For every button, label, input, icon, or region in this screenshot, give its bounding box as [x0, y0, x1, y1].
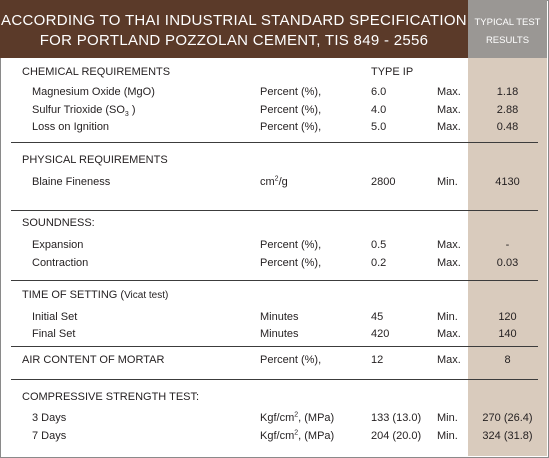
section-divider — [11, 210, 538, 211]
row-result: 120 — [498, 311, 517, 323]
air-content-heading: AIR CONTENT OF MORTAR — [22, 354, 165, 366]
setting-heading: TIME OF SETTING (Vicat test) — [22, 289, 168, 302]
row-value: 204 (20.0) — [371, 430, 422, 442]
row-unit: Percent (%), — [260, 239, 322, 251]
row-name-text: Sulfur Trioxide (SO — [32, 104, 125, 116]
row-unit: cm2/g — [260, 175, 288, 188]
table-header: ACCORDING TO THAI INDUSTRIAL STANDARD SP… — [0, 0, 468, 58]
row-limit: Min. — [437, 311, 458, 323]
setting-heading-text: TIME OF SETTING ( — [22, 289, 125, 301]
compressive-heading: COMPRESSIVE STRENGTH TEST: — [22, 391, 200, 403]
row-name-subscript: 3 — [124, 111, 129, 119]
row-name: Sulfur Trioxide (SO3 ) — [32, 104, 136, 119]
row-value: 133 (13.0) — [371, 412, 422, 424]
row-name: Blaine Fineness — [32, 176, 111, 188]
row-unit: Kgf/cm2, (MPa) — [260, 429, 335, 442]
row-name: Expansion — [32, 239, 84, 251]
header-title-line-1: ACCORDING TO THAI INDUSTRIAL STANDARD SP… — [1, 12, 467, 29]
row-result: - — [505, 239, 510, 251]
row-unit: Percent (%), — [260, 257, 322, 269]
row-value: 420 — [371, 328, 390, 340]
row-unit: Minutes — [260, 328, 299, 340]
soundness-heading: SOUNDNESS: — [22, 217, 95, 229]
row-limit: Max. — [437, 354, 461, 366]
row-result: 0.03 — [496, 257, 519, 269]
row-limit: Max. — [437, 239, 461, 251]
unit-superscript: 2 — [294, 411, 299, 419]
row-limit: Max. — [437, 86, 461, 98]
row-result: 324 (31.8) — [482, 430, 533, 442]
row-name: 7 Days — [32, 430, 67, 442]
section-divider — [11, 142, 538, 143]
row-value: 5.0 — [371, 121, 387, 133]
row-limit: Max. — [437, 121, 461, 133]
typical-results-header: TYPICAL TEST RESULTS — [468, 0, 547, 58]
typical-results-column — [468, 58, 547, 456]
unit-superscript: 2 — [274, 175, 279, 183]
row-limit: Min. — [437, 430, 458, 442]
row-unit: Minutes — [260, 311, 299, 323]
row-value: 4.0 — [371, 104, 387, 116]
unit-text: Kgf/cm — [260, 412, 295, 424]
row-value: 12 — [371, 354, 384, 366]
row-unit: Percent (%), — [260, 354, 322, 366]
row-name: 3 Days — [32, 412, 67, 424]
type-label: TYPE IP — [371, 66, 414, 78]
setting-heading-note: Vicat test) — [124, 290, 169, 301]
row-limit: Max. — [437, 104, 461, 116]
unit-text: Kgf/cm — [260, 430, 295, 442]
row-value: 2800 — [371, 176, 396, 188]
row-name: Contraction — [32, 257, 89, 269]
row-name: Loss on Ignition — [32, 121, 110, 133]
results-header-line-1: TYPICAL TEST — [474, 17, 541, 28]
section-divider — [11, 346, 538, 347]
row-result: 0.48 — [496, 121, 519, 133]
row-unit: Kgf/cm2, (MPa) — [260, 411, 335, 424]
unit-text: cm — [260, 176, 275, 188]
row-value: 6.0 — [371, 86, 387, 98]
row-limit: Min. — [437, 176, 458, 188]
row-name: Initial Set — [32, 311, 78, 323]
row-value: 45 — [371, 311, 384, 323]
unit-superscript: 2 — [294, 429, 299, 437]
section-divider — [11, 280, 538, 281]
unit-suffix: , (MPa) — [298, 412, 335, 424]
results-header-line-2: RESULTS — [485, 35, 530, 46]
row-name: Final Set — [32, 328, 76, 340]
row-result: 8 — [504, 354, 511, 366]
section-divider — [11, 379, 538, 380]
row-result: 1.18 — [496, 86, 519, 98]
row-unit: Percent (%), — [260, 104, 322, 116]
row-value: 0.2 — [371, 257, 387, 269]
unit-suffix: , (MPa) — [298, 430, 335, 442]
row-result: 270 (26.4) — [482, 412, 533, 424]
row-value: 0.5 — [371, 239, 387, 251]
row-result: 2.88 — [496, 104, 519, 116]
row-limit: Max. — [437, 257, 461, 269]
chemical-heading: CHEMICAL REQUIREMENTS — [22, 66, 171, 78]
row-limit: Max. — [437, 328, 461, 340]
row-limit: Min. — [437, 412, 458, 424]
row-result: 140 — [498, 328, 517, 340]
unit-suffix: /g — [278, 176, 288, 188]
row-unit: Percent (%), — [260, 86, 322, 98]
header-title-line-2: FOR PORTLAND POZZOLAN CEMENT, TIS 849 - … — [39, 32, 429, 49]
physical-heading: PHYSICAL REQUIREMENTS — [22, 154, 168, 166]
row-name: Magnesium Oxide (MgO) — [32, 86, 155, 98]
row-name-suffix: ) — [128, 104, 136, 116]
row-result: 4130 — [495, 176, 520, 188]
row-unit: Percent (%), — [260, 121, 322, 133]
